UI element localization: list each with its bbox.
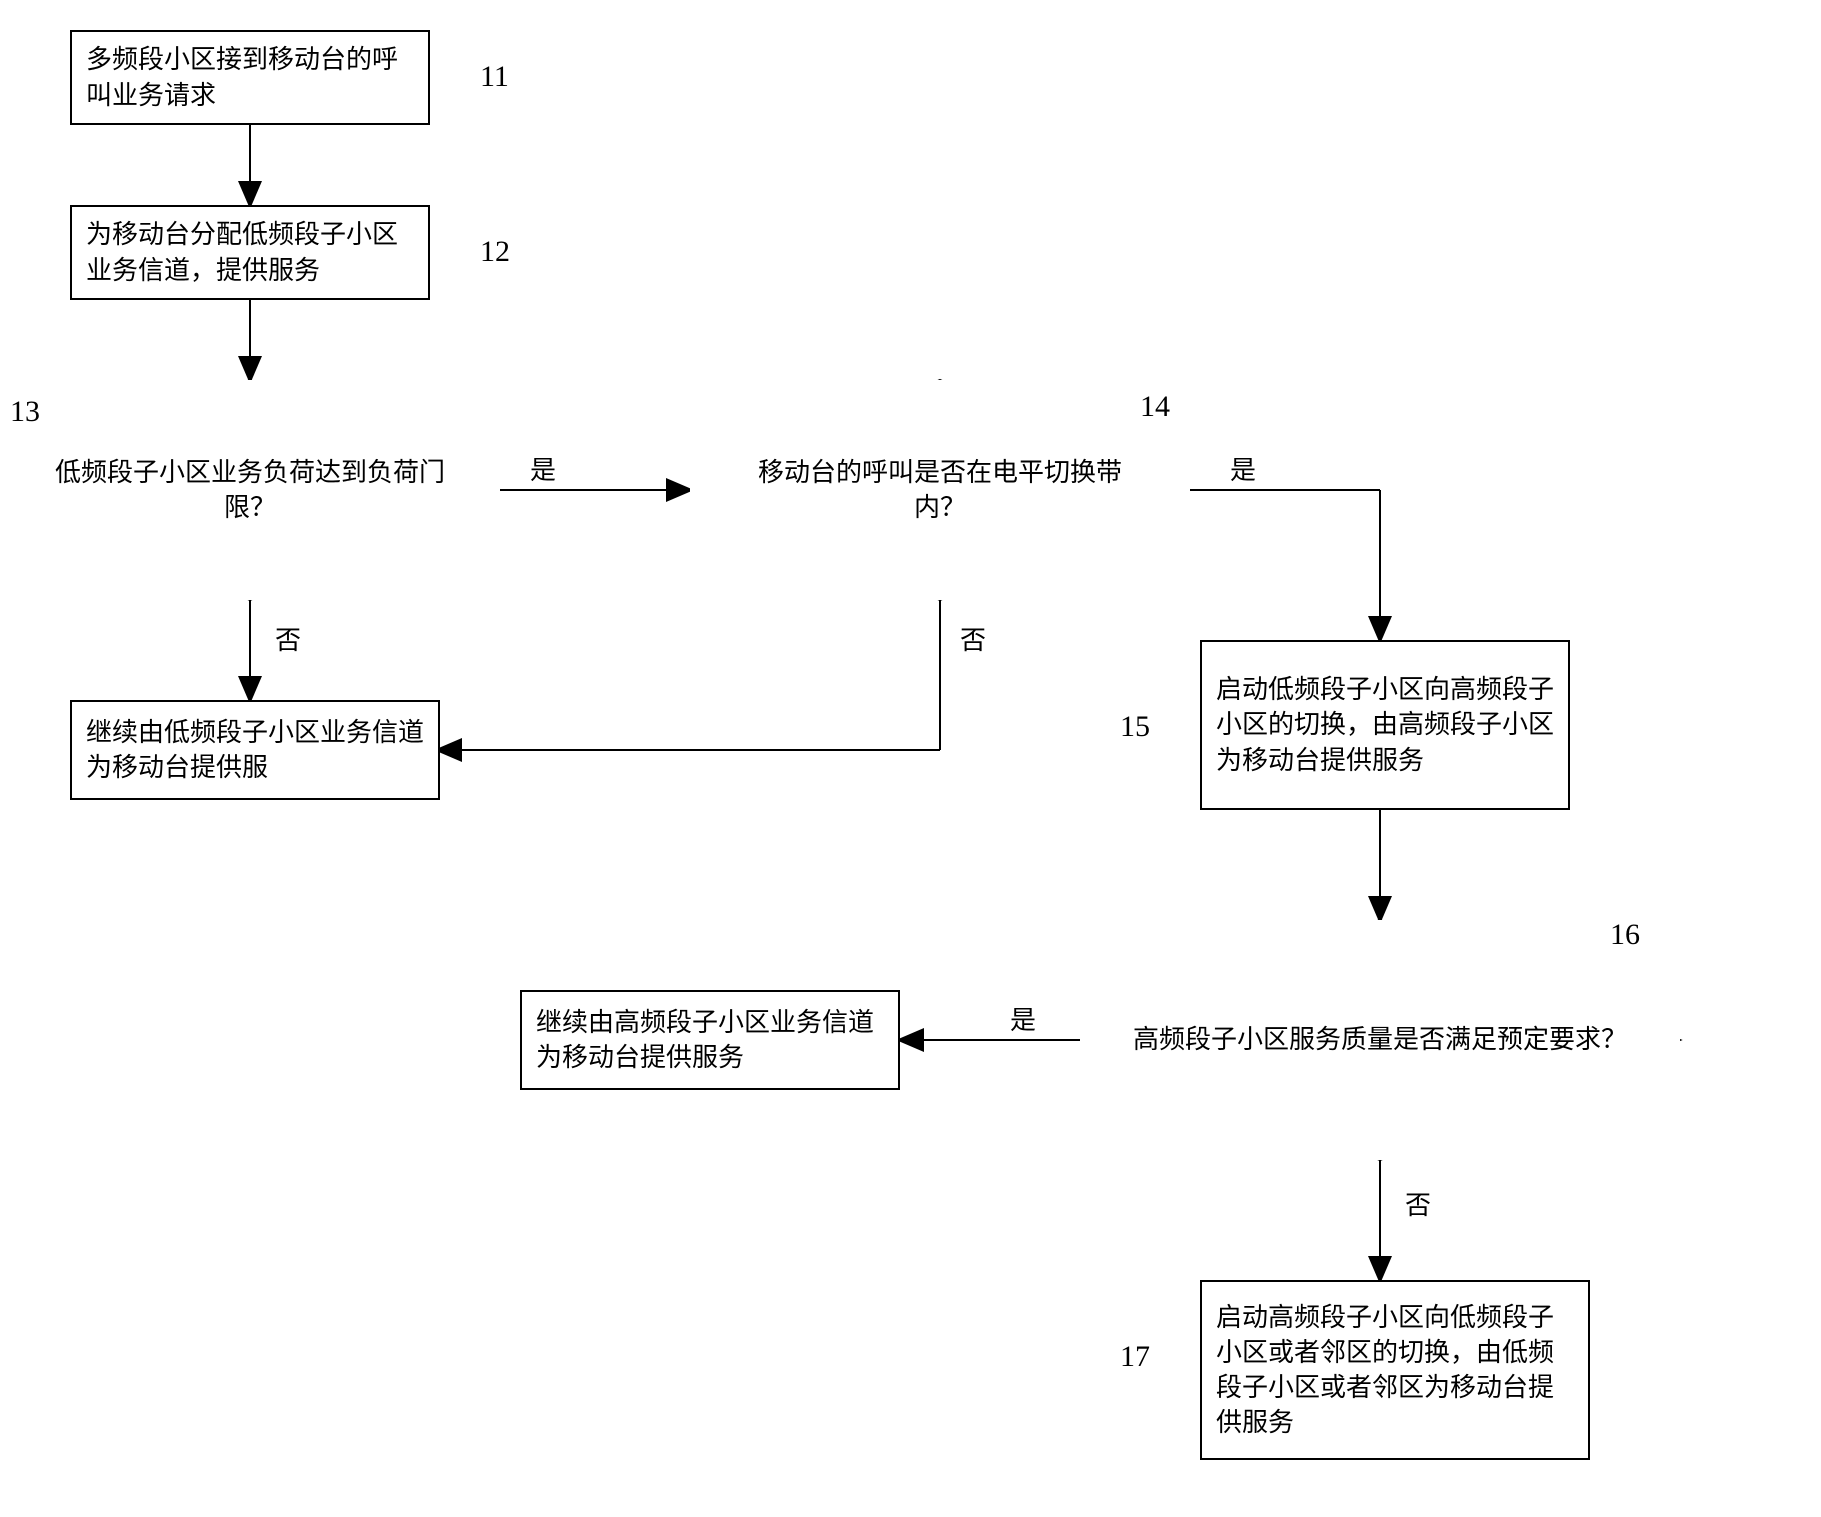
no-label: 否 <box>275 620 301 657</box>
node-text: 多频段小区接到移动台的呼叫业务请求 <box>86 42 414 112</box>
step-number-13: 13 <box>10 395 40 429</box>
step-number-12: 12 <box>480 235 510 269</box>
node-text: 低频段子小区业务负荷达到负荷门限？ <box>0 455 500 525</box>
yes-label: 是 <box>1010 1000 1036 1037</box>
node-text: 为移动台分配低频段子小区业务信道，提供服务 <box>86 217 414 287</box>
no-label: 否 <box>1405 1185 1431 1222</box>
yes-label: 是 <box>1230 450 1256 487</box>
node-text: 移动台的呼叫是否在电平切换带内？ <box>690 455 1190 525</box>
yes-label: 是 <box>530 450 556 487</box>
step-number-11: 11 <box>480 60 509 94</box>
decision-16: 高频段子小区服务质量是否满足预定要求？ <box>1080 920 1680 1160</box>
process-box-12: 为移动台分配低频段子小区业务信道，提供服务 <box>70 205 430 300</box>
process-box-17: 启动高频段子小区向低频段子小区或者邻区的切换，由低频段子小区或者邻区为移动台提供… <box>1200 1280 1590 1460</box>
node-text: 继续由高频段子小区业务信道为移动台提供服务 <box>536 1005 884 1075</box>
no-label: 否 <box>960 620 986 657</box>
node-text: 继续由低频段子小区业务信道为移动台提供服 <box>86 715 424 785</box>
step-number-17: 17 <box>1120 1340 1150 1374</box>
step-number-15: 15 <box>1120 710 1150 744</box>
decision-13: 低频段子小区业务负荷达到负荷门限？ <box>0 380 500 600</box>
decision-14: 移动台的呼叫是否在电平切换带内？ <box>690 380 1190 600</box>
node-text: 启动高频段子小区向低频段子小区或者邻区的切换，由低频段子小区或者邻区为移动台提供… <box>1216 1300 1574 1440</box>
node-text: 启动低频段子小区向高频段子小区的切换，由高频段子小区为移动台提供服务 <box>1216 672 1554 777</box>
step-number-14: 14 <box>1140 390 1170 424</box>
process-box-11: 多频段小区接到移动台的呼叫业务请求 <box>70 30 430 125</box>
node-text: 高频段子小区服务质量是否满足预定要求？ <box>1083 1022 1677 1057</box>
process-box-15: 启动低频段子小区向高频段子小区的切换，由高频段子小区为移动台提供服务 <box>1200 640 1570 810</box>
process-box-continue-high: 继续由高频段子小区业务信道为移动台提供服务 <box>520 990 900 1090</box>
step-number-16: 16 <box>1610 918 1640 952</box>
process-box-continue-low: 继续由低频段子小区业务信道为移动台提供服 <box>70 700 440 800</box>
